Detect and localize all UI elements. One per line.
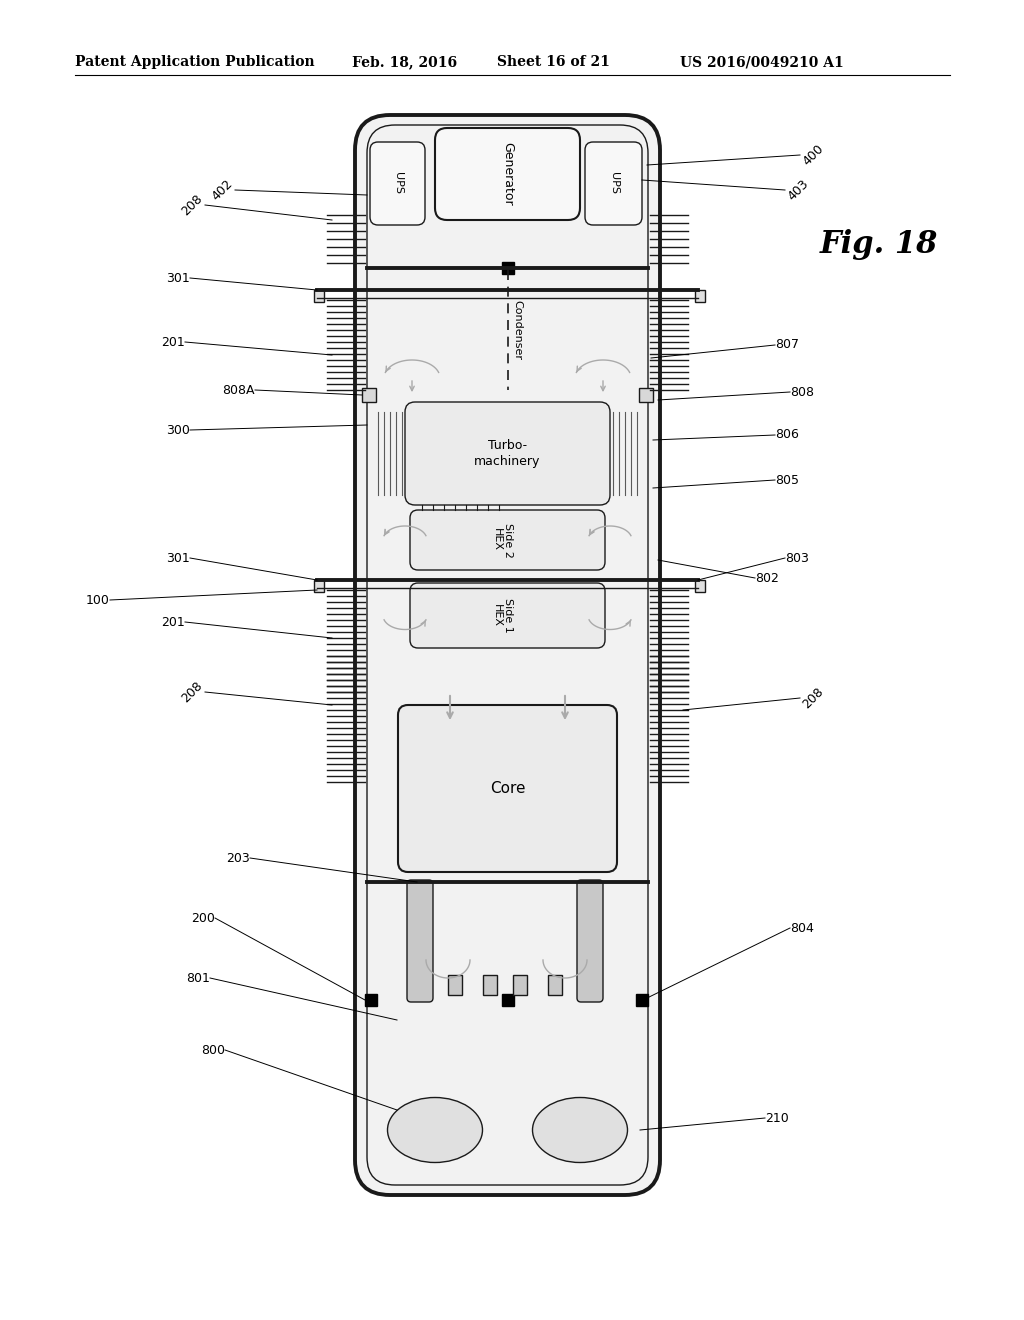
Text: Side 2
HEX: Side 2 HEX bbox=[492, 523, 513, 557]
Text: machinery: machinery bbox=[474, 455, 541, 469]
Text: 400: 400 bbox=[800, 143, 826, 168]
Bar bbox=[502, 994, 513, 1006]
Bar bbox=[639, 388, 653, 403]
Bar bbox=[365, 994, 377, 1006]
FancyBboxPatch shape bbox=[355, 115, 660, 1195]
Text: 208: 208 bbox=[179, 191, 205, 218]
FancyBboxPatch shape bbox=[410, 583, 605, 648]
Bar bbox=[636, 994, 648, 1006]
Text: Sheet 16 of 21: Sheet 16 of 21 bbox=[497, 55, 610, 69]
Text: 805: 805 bbox=[775, 474, 799, 487]
Text: 301: 301 bbox=[166, 272, 190, 285]
Bar bbox=[548, 975, 562, 995]
Text: US 2016/0049210 A1: US 2016/0049210 A1 bbox=[680, 55, 844, 69]
Bar bbox=[695, 579, 705, 591]
Text: Side 1
HEX: Side 1 HEX bbox=[492, 598, 513, 632]
FancyBboxPatch shape bbox=[435, 128, 580, 220]
Text: 200: 200 bbox=[191, 912, 215, 924]
FancyBboxPatch shape bbox=[585, 143, 642, 224]
Text: 300: 300 bbox=[166, 424, 190, 437]
Text: 203: 203 bbox=[226, 851, 250, 865]
Text: 100: 100 bbox=[86, 594, 110, 606]
Bar bbox=[314, 579, 324, 591]
Text: Turbo-: Turbo- bbox=[488, 440, 527, 451]
Bar bbox=[502, 261, 513, 275]
Bar bbox=[362, 388, 376, 403]
Ellipse shape bbox=[387, 1097, 482, 1163]
FancyBboxPatch shape bbox=[370, 143, 425, 224]
Text: Generator: Generator bbox=[501, 143, 514, 206]
Text: Fig. 18: Fig. 18 bbox=[820, 230, 938, 260]
Text: 808A: 808A bbox=[222, 384, 255, 396]
Text: 210: 210 bbox=[765, 1111, 788, 1125]
Text: UPS: UPS bbox=[608, 173, 618, 194]
Text: 201: 201 bbox=[161, 615, 185, 628]
Text: 808: 808 bbox=[790, 385, 814, 399]
Text: 801: 801 bbox=[186, 972, 210, 985]
Text: Feb. 18, 2016: Feb. 18, 2016 bbox=[352, 55, 457, 69]
Text: 802: 802 bbox=[755, 572, 779, 585]
Text: 301: 301 bbox=[166, 552, 190, 565]
Bar bbox=[513, 975, 527, 995]
Text: UPS: UPS bbox=[392, 173, 402, 194]
Text: 806: 806 bbox=[775, 429, 799, 441]
FancyBboxPatch shape bbox=[407, 880, 433, 1002]
Bar bbox=[314, 290, 324, 302]
Text: 403: 403 bbox=[785, 177, 811, 203]
Text: 208: 208 bbox=[800, 685, 826, 711]
Text: Condenser: Condenser bbox=[512, 300, 522, 360]
FancyBboxPatch shape bbox=[406, 403, 610, 506]
Text: 402: 402 bbox=[209, 177, 234, 203]
Text: 208: 208 bbox=[179, 678, 205, 705]
Text: 804: 804 bbox=[790, 921, 814, 935]
Bar bbox=[449, 975, 462, 995]
Text: Core: Core bbox=[489, 781, 525, 796]
FancyBboxPatch shape bbox=[398, 705, 617, 873]
FancyBboxPatch shape bbox=[577, 880, 603, 1002]
Ellipse shape bbox=[532, 1097, 628, 1163]
FancyBboxPatch shape bbox=[410, 510, 605, 570]
Bar bbox=[695, 290, 705, 302]
Text: 800: 800 bbox=[201, 1044, 225, 1056]
Bar bbox=[483, 975, 497, 995]
Text: 201: 201 bbox=[161, 335, 185, 348]
Text: Patent Application Publication: Patent Application Publication bbox=[75, 55, 314, 69]
Text: 803: 803 bbox=[785, 552, 809, 565]
Text: 807: 807 bbox=[775, 338, 799, 351]
